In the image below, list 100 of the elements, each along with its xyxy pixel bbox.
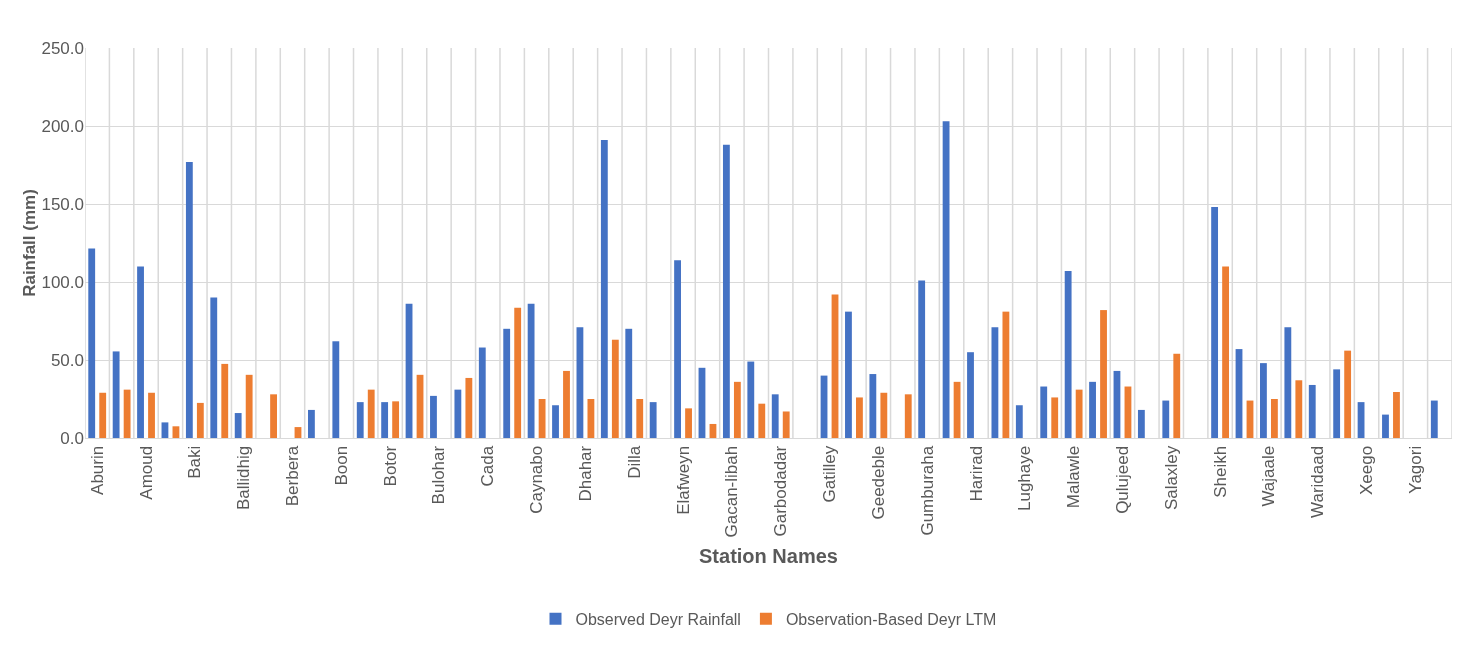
bar (856, 397, 863, 438)
bar (307, 409, 315, 438)
bar (1100, 310, 1107, 438)
bar (587, 399, 595, 438)
bar (771, 394, 779, 438)
bar (430, 395, 437, 438)
legend-label: Observed Deyr Rainfall (575, 610, 741, 628)
y-tick-label: 150.0 (41, 194, 84, 214)
bar (733, 381, 741, 438)
bar (674, 260, 681, 438)
x-tick-label: Qulujeed (1112, 445, 1132, 514)
bar (1333, 369, 1341, 438)
bar (1162, 400, 1170, 438)
y-tick-label: 50.0 (50, 350, 84, 370)
bar (1344, 350, 1352, 438)
bar (1089, 381, 1096, 438)
bar (381, 402, 389, 438)
bar (904, 394, 912, 438)
y-tick-label: 250.0 (41, 38, 84, 58)
bar (1260, 363, 1267, 438)
bar (538, 399, 546, 438)
bar (1295, 380, 1303, 438)
bar (172, 426, 180, 438)
bar (514, 307, 522, 438)
x-tick-label: Geedeble (868, 445, 888, 520)
y-tick-label: 0.0 (60, 428, 84, 448)
bar (1382, 414, 1389, 438)
bar (1270, 399, 1278, 438)
bar (137, 266, 144, 438)
bar (967, 352, 974, 438)
bar (758, 403, 766, 438)
y-tick-label: 200.0 (41, 116, 84, 136)
bar (196, 402, 204, 438)
bar (1211, 207, 1219, 438)
x-tick-label: Cada (478, 445, 498, 487)
bar (880, 392, 888, 438)
bar (356, 402, 364, 438)
bar (1308, 384, 1316, 438)
x-tick-label: Salaxley (1161, 445, 1181, 511)
legend-label: Observation-Based Deyr LTM (785, 610, 997, 628)
x-tick-label: Garbodadar (771, 445, 791, 537)
bar (478, 347, 486, 438)
bar (1430, 400, 1438, 438)
bar (625, 328, 633, 438)
bar (148, 392, 155, 438)
y-tick-label: 100.0 (41, 272, 84, 292)
bar (611, 339, 619, 438)
bar (527, 303, 535, 438)
bar (1002, 311, 1010, 438)
bar (869, 374, 877, 438)
bar (845, 311, 852, 438)
bar (1051, 397, 1059, 438)
bar (332, 341, 340, 438)
x-tick-label: Wajaale (1259, 445, 1279, 507)
bar (942, 121, 950, 438)
bar (221, 363, 229, 438)
bar (245, 374, 253, 438)
x-tick-label: Caynabo (527, 445, 547, 514)
bar (185, 161, 193, 438)
x-tick-label: Malawle (1064, 445, 1084, 509)
bar (112, 351, 120, 438)
x-axis-title: Station Names (699, 544, 838, 567)
x-tick-label: Yagori (1405, 445, 1425, 494)
bar (918, 280, 926, 438)
x-tick-label: Dhahar (575, 445, 595, 502)
bar (563, 370, 570, 438)
bar (1284, 327, 1292, 438)
x-tick-label: Xeego (1357, 445, 1377, 495)
bar (782, 411, 790, 438)
x-tick-label: Aburin (87, 445, 107, 495)
x-tick-label: Waridaad (1308, 445, 1328, 518)
x-tick-label: Ballidhig (234, 445, 254, 511)
bar (210, 297, 218, 438)
x-tick-label: Sheikh (1210, 445, 1230, 498)
bar (454, 389, 462, 438)
x-tick-label: Botor (380, 445, 400, 487)
x-tick-label: Harirad (966, 445, 986, 502)
bar (99, 392, 107, 438)
bar (392, 401, 400, 438)
bar (991, 327, 999, 438)
bar (1222, 266, 1230, 438)
x-tick-label: Dilla (624, 445, 644, 479)
x-tick-label: Berbera (283, 445, 303, 507)
x-tick-label: Baki (185, 445, 205, 479)
x-tick-label: Elafweyn (673, 445, 693, 515)
bar (552, 405, 559, 438)
bar (685, 408, 692, 438)
bar (367, 389, 375, 438)
bar (1075, 389, 1083, 438)
bar (600, 140, 608, 438)
bar (1173, 353, 1181, 438)
x-tick-label: Lughaye (1015, 445, 1035, 512)
bar (234, 413, 242, 438)
bar (270, 394, 277, 438)
x-tick-label: Gacan-libah (722, 445, 742, 538)
bar (161, 422, 169, 438)
bar (1393, 391, 1400, 438)
x-tick-label: Boon (331, 445, 351, 486)
bar (1015, 405, 1023, 438)
bar (747, 361, 755, 438)
